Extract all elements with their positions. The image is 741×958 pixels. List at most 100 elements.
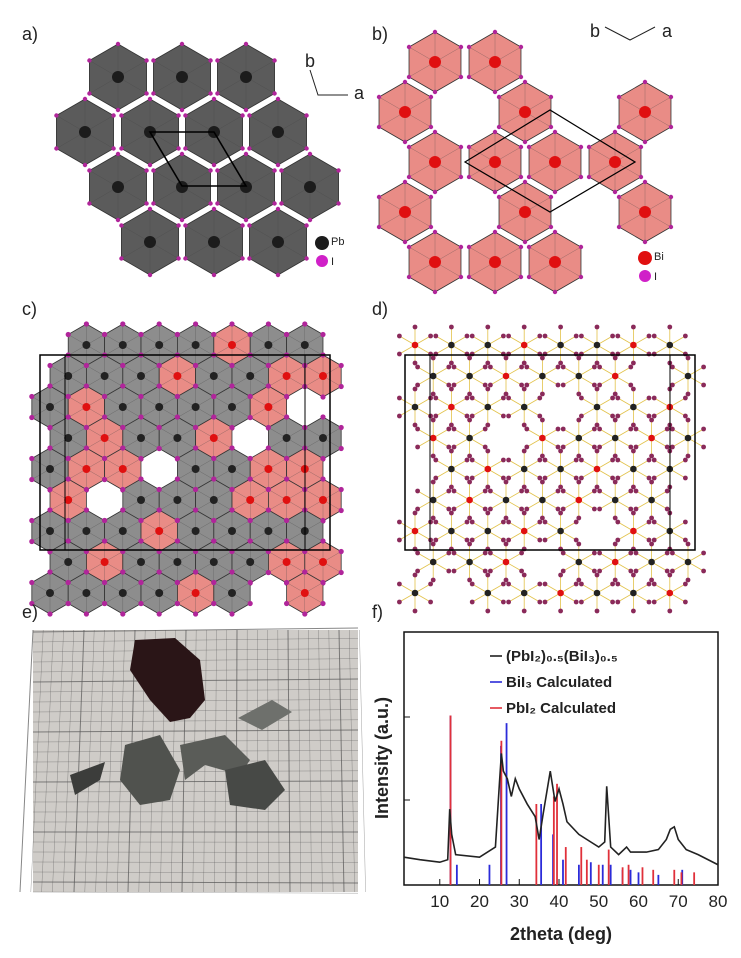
atom bbox=[503, 559, 510, 566]
atom bbox=[399, 206, 411, 218]
iodine bbox=[488, 569, 493, 574]
iodine bbox=[304, 223, 308, 227]
iodine bbox=[266, 383, 271, 388]
iodine bbox=[433, 90, 437, 94]
iodine bbox=[465, 414, 470, 419]
iodine bbox=[183, 146, 187, 150]
atom bbox=[557, 590, 564, 597]
iodine bbox=[504, 356, 509, 361]
atom bbox=[412, 342, 419, 349]
iodine bbox=[66, 476, 71, 481]
iodine bbox=[631, 609, 636, 614]
iodine bbox=[193, 363, 198, 368]
iodine bbox=[467, 454, 472, 459]
iodine bbox=[397, 538, 402, 543]
atom bbox=[594, 342, 601, 349]
iodine bbox=[467, 45, 471, 49]
iodine bbox=[433, 30, 437, 34]
iodine bbox=[647, 476, 652, 481]
atom bbox=[301, 341, 309, 349]
iodine bbox=[631, 511, 636, 516]
iodine bbox=[595, 423, 600, 428]
iodine bbox=[543, 582, 548, 587]
iodine bbox=[652, 334, 657, 339]
iodine bbox=[501, 600, 506, 605]
iodine bbox=[540, 392, 545, 397]
iodine bbox=[266, 425, 271, 430]
iodine bbox=[615, 520, 620, 525]
atom bbox=[46, 403, 54, 411]
axis-arrow bbox=[310, 70, 348, 95]
atom bbox=[173, 496, 181, 504]
iodine bbox=[523, 180, 527, 184]
axis-label: b bbox=[305, 51, 315, 71]
atom bbox=[246, 558, 254, 566]
iodine bbox=[615, 458, 620, 463]
atom bbox=[119, 341, 127, 349]
iodine bbox=[449, 361, 454, 366]
iodine bbox=[229, 363, 234, 368]
iodine bbox=[336, 168, 340, 172]
iodine bbox=[415, 427, 420, 432]
iodine bbox=[617, 95, 621, 99]
iodine bbox=[54, 113, 58, 117]
iodine bbox=[579, 175, 583, 179]
iodine bbox=[247, 146, 251, 150]
iodine bbox=[465, 538, 470, 543]
iodine bbox=[102, 414, 107, 419]
atom bbox=[82, 465, 90, 473]
iodine bbox=[116, 218, 120, 222]
iodine bbox=[524, 445, 529, 450]
iodine bbox=[183, 113, 187, 117]
iodine bbox=[683, 476, 688, 481]
atom bbox=[630, 404, 637, 411]
iodine bbox=[506, 334, 511, 339]
iodine bbox=[669, 225, 673, 229]
iodine bbox=[211, 414, 216, 419]
atom bbox=[82, 341, 90, 349]
atom bbox=[489, 56, 501, 68]
atom bbox=[319, 372, 327, 380]
iodine bbox=[579, 458, 584, 463]
iodine bbox=[467, 175, 471, 179]
iodine bbox=[413, 423, 418, 428]
iodine bbox=[470, 334, 475, 339]
iodine bbox=[397, 520, 402, 525]
iodine bbox=[193, 321, 198, 326]
iodine bbox=[501, 334, 506, 339]
iodine bbox=[248, 518, 253, 523]
atom bbox=[648, 559, 655, 566]
atom bbox=[46, 589, 54, 597]
atom bbox=[466, 559, 473, 566]
iodine bbox=[29, 456, 34, 461]
atom bbox=[228, 527, 236, 535]
iodine bbox=[465, 476, 470, 481]
iodine bbox=[452, 569, 457, 574]
iodine bbox=[686, 418, 691, 423]
iodine bbox=[151, 168, 155, 172]
iodine bbox=[208, 201, 212, 205]
atom bbox=[210, 496, 218, 504]
iodine bbox=[576, 454, 581, 459]
iodine bbox=[240, 146, 244, 150]
iodine bbox=[248, 394, 253, 399]
atom bbox=[430, 373, 437, 380]
iodine bbox=[485, 449, 490, 454]
iodine bbox=[467, 480, 472, 485]
atom bbox=[685, 435, 692, 442]
iodine bbox=[176, 256, 180, 260]
iodine bbox=[628, 383, 633, 388]
iodine bbox=[613, 356, 618, 361]
iodine bbox=[428, 538, 433, 543]
iodine bbox=[320, 414, 325, 419]
iodine bbox=[339, 384, 344, 389]
iodine bbox=[522, 325, 527, 330]
iodine bbox=[339, 363, 344, 368]
iodine bbox=[483, 507, 488, 512]
iodine bbox=[320, 518, 325, 523]
iodine bbox=[66, 538, 71, 543]
atom bbox=[399, 106, 411, 118]
iodine bbox=[595, 485, 600, 490]
iodine bbox=[485, 361, 490, 366]
iodine bbox=[84, 445, 89, 450]
